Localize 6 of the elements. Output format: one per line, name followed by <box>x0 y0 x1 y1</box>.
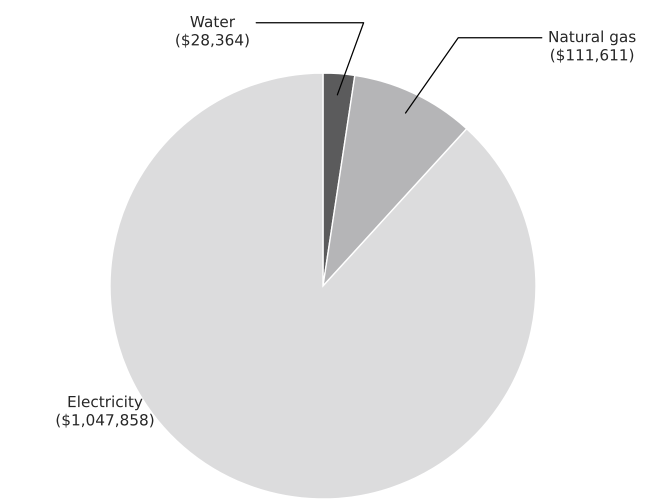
slice-label: Electricity <box>68 395 142 410</box>
slice-label: Water <box>190 16 236 28</box>
data-label: ($28,364) <box>176 34 249 48</box>
data-label: ($111,611) <box>551 48 634 63</box>
data-label: ($1,047,858) <box>56 414 154 428</box>
slice-label: Natural gas <box>550 30 636 46</box>
